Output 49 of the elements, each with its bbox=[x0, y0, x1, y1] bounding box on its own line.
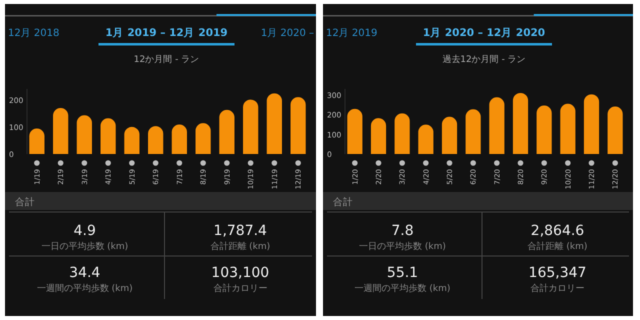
text: 1,787.4 bbox=[214, 223, 268, 239]
chart-title: 1月 2019 – 12月 2019 bbox=[105, 27, 228, 39]
bar bbox=[76, 115, 92, 154]
text: 一日の平均歩数 (km) bbox=[41, 241, 128, 252]
text: 55.1 bbox=[386, 265, 418, 281]
bar bbox=[124, 126, 140, 154]
bar bbox=[512, 92, 528, 154]
bar bbox=[370, 118, 386, 154]
bar bbox=[347, 108, 362, 154]
bar bbox=[536, 106, 552, 154]
text: 34.4 bbox=[69, 265, 100, 281]
chart-title: 1月 2020 – 12月 2020 bbox=[422, 27, 546, 39]
text: 合計距離 (km) bbox=[210, 241, 270, 252]
text: 1月 2020 – bbox=[260, 28, 314, 39]
bar bbox=[489, 97, 504, 154]
bar bbox=[243, 100, 258, 154]
bar bbox=[608, 106, 623, 154]
bar bbox=[394, 113, 410, 154]
chart-subtitle: 12か月間 - ラン bbox=[134, 54, 200, 65]
text: 103,100 bbox=[211, 265, 270, 281]
text: 165,347 bbox=[528, 265, 586, 281]
text: 合計 bbox=[333, 196, 353, 208]
bar bbox=[219, 110, 234, 154]
text: 合計カロリー bbox=[213, 283, 268, 294]
bar bbox=[53, 108, 68, 154]
bar bbox=[560, 104, 576, 154]
text: 12月 2019 bbox=[326, 28, 378, 39]
text: 合計カロリー bbox=[530, 283, 584, 294]
text: 合計距離 (km) bbox=[528, 241, 588, 252]
bar bbox=[418, 124, 434, 154]
bar bbox=[172, 124, 187, 154]
bar bbox=[466, 109, 481, 154]
text: 一週間の平均歩数 (km) bbox=[36, 283, 133, 294]
bar bbox=[100, 118, 116, 154]
text: 合計 bbox=[15, 196, 35, 208]
chart-subtitle: 過去12か月間 - ラン bbox=[442, 54, 526, 65]
bar bbox=[442, 116, 458, 154]
bar bbox=[29, 128, 44, 154]
text: 7.8 bbox=[391, 223, 414, 239]
bar bbox=[148, 126, 164, 154]
text: 一日の平均歩数 (km) bbox=[359, 241, 446, 252]
text: 4.9 bbox=[74, 223, 96, 239]
bar bbox=[290, 97, 306, 154]
bar bbox=[266, 93, 282, 154]
text: 一週間の平均歩数 (km) bbox=[354, 283, 450, 294]
bar bbox=[196, 123, 211, 154]
bar bbox=[584, 94, 600, 154]
text: 2,864.6 bbox=[530, 223, 584, 239]
text: 12月 2018 bbox=[8, 28, 60, 39]
